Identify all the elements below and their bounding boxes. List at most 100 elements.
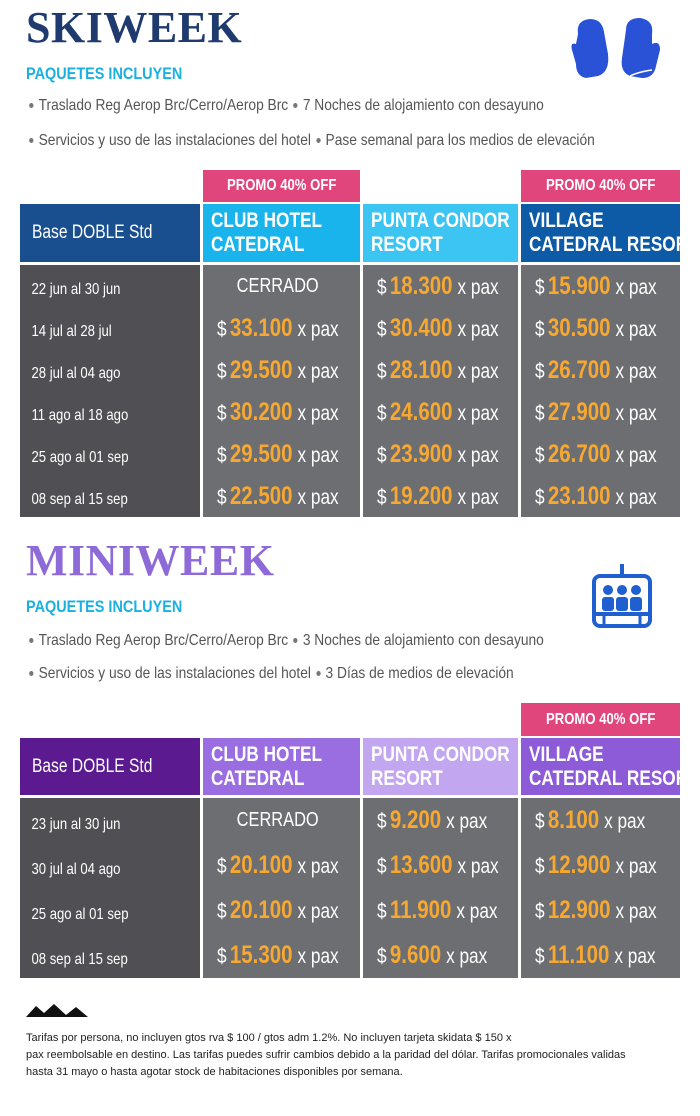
column-header: VILLAGE CATEDRAL RESORT [521,204,699,262]
date-text: 28 jul al 04 ago [31,365,121,382]
amount: 33.100 [229,313,293,342]
currency: $ [377,810,387,833]
unit: x pax [604,810,646,833]
price: $15.900 x pax [535,272,657,301]
header-line: CATEDRAL RESORT [529,233,699,256]
price-cell: $11.100 x pax [521,933,680,978]
promo-badge: PROMO 40% OFF [521,703,680,736]
price: $30.200 x pax [217,398,339,427]
date-text: 30 jul al 04 ago [31,860,121,878]
currency: $ [377,443,387,467]
unit: x pax [615,443,657,467]
unit: x pax [297,945,339,968]
header-line: VILLAGE [529,742,604,766]
includes-line: Servicios y uso de las instalaciones del… [24,665,514,683]
unit: x pax [615,855,657,878]
price: $9.200 x pax [377,806,487,835]
price: $11.100 x pax [535,941,656,970]
amount: 18.300 [389,271,453,300]
price-cell: $13.600 x pax [363,843,518,888]
amount: 11.100 [547,941,610,969]
includes-item: 3 Días de medios de elevación [325,665,514,682]
closed-text: CERRADO [236,809,319,831]
date-text: 22 jun al 30 jun [31,281,121,298]
currency: $ [377,359,387,383]
date-cell: 25 ago al 01 sep [20,892,200,937]
price-cell: $26.700 x pax [521,433,680,475]
header-line: PUNTA CONDOR [371,209,510,232]
chairlift-icon [592,564,652,628]
price-cell: $20.100 x pax [203,843,360,888]
amount: 19.200 [389,481,453,510]
header-line: Base DOBLE Std [32,755,153,777]
price-cell: $23.100 x pax [521,475,680,517]
price: $9.600 x pax [377,941,487,970]
price-cell: $12.900 x pax [521,843,680,888]
unit: x pax [615,900,657,923]
currency: $ [377,401,387,425]
price: $26.700 x pax [535,356,657,385]
price: $33.100 x pax [217,314,339,343]
price-cell: CERRADO [203,798,360,843]
currency: $ [217,359,227,383]
price-cell: $26.700 x pax [521,349,680,391]
currency: $ [535,945,545,968]
unit: x pax [297,317,339,341]
currency: $ [217,401,227,425]
currency: $ [377,945,387,968]
includes-item: Servicios y uso de las instalaciones del… [38,665,311,682]
unit: x pax [457,359,499,383]
amount: 9.200 [389,806,442,834]
price-cell: $15.900 x pax [521,265,680,307]
price-cell: $12.900 x pax [521,888,680,933]
column-block [363,798,518,978]
unit: x pax [615,401,657,425]
header-line: CLUB HOTEL [211,209,322,232]
currency: $ [377,275,387,299]
includes-title: PAQUETES INCLUYEN [26,597,183,616]
amount: 27.900 [547,397,611,426]
promo-badge: PROMO 40% OFF [203,170,360,202]
unit: x pax [457,443,499,467]
price: $23.900 x pax [377,440,499,469]
price: $29.500 x pax [217,440,339,469]
unit: x pax [614,945,656,968]
price-cell: $8.100 x pax [521,798,680,843]
price: $18.300 x pax [377,272,499,301]
currency: $ [217,945,227,968]
column-block [521,798,680,978]
price: $15.300 x pax [217,941,339,970]
includes-item: Pase semanal para los medios de elevació… [325,132,595,149]
amount: 23.900 [389,439,453,468]
amount: 12.900 [547,851,611,879]
unit: x pax [615,485,657,509]
price-cell: $11.900 x pax [363,888,518,933]
amount: 26.700 [547,355,611,384]
price: $13.600 x pax [377,851,499,880]
currency: $ [535,317,545,341]
price: $11.900 x pax [377,896,498,925]
price-cell: $23.900 x pax [363,433,518,475]
price-cell: $9.200 x pax [363,798,518,843]
price: $28.100 x pax [377,356,499,385]
price: $23.100 x pax [535,482,657,511]
amount: 11.900 [389,896,452,924]
price: $30.500 x pax [535,314,657,343]
column-block [203,265,360,517]
header-line: PUNTA CONDOR [371,742,510,766]
price-cell: $22.500 x pax [203,475,360,517]
price: $8.100 x pax [535,806,645,835]
unit: x pax [446,810,488,833]
column-block [363,265,518,517]
price-cell: $24.600 x pax [363,391,518,433]
column-header: CLUB HOTEL CATEDRAL [203,204,360,262]
unit: x pax [615,317,657,341]
amount: 30.200 [229,397,293,426]
mittens-icon [571,18,660,78]
currency: $ [217,855,227,878]
amount: 24.600 [389,397,453,426]
section-title: SKIWEEK [26,3,243,52]
amount: 15.300 [229,941,293,969]
amount: 20.100 [229,896,293,924]
currency: $ [377,855,387,878]
